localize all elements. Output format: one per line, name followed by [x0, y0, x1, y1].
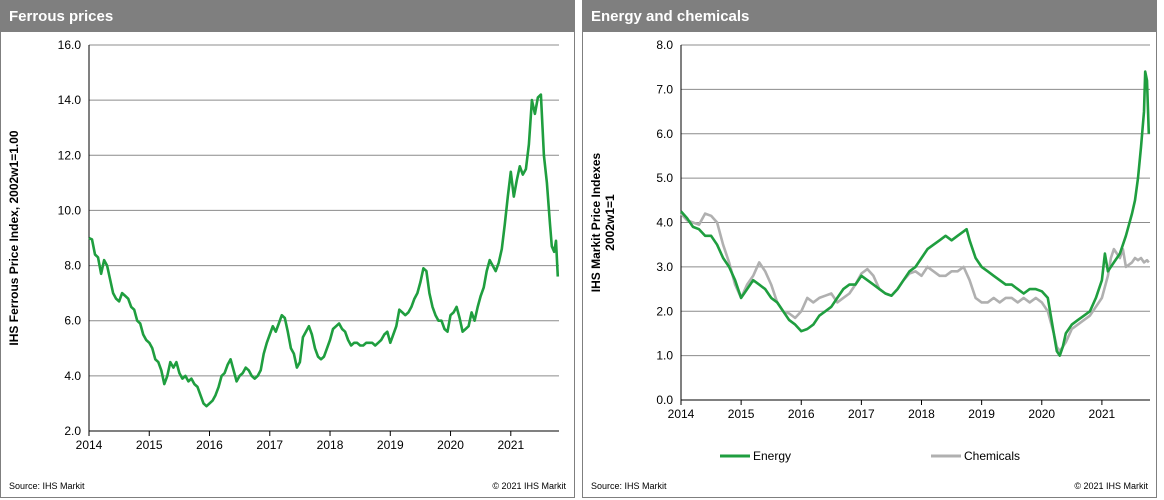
- ferrous-chart-title: Ferrous prices: [1, 1, 574, 32]
- y-axis-label: 2002w1=1: [603, 194, 617, 251]
- y-tick-label: 4.0: [656, 216, 673, 230]
- y-tick-label: 14.0: [58, 93, 82, 107]
- chemicals-series-line: [680, 212, 1150, 353]
- x-tick-label: 2015: [728, 407, 755, 421]
- x-tick-label: 2016: [788, 407, 815, 421]
- legend-label: Chemicals: [964, 449, 1020, 463]
- x-tick-label: 2014: [668, 407, 695, 421]
- copyright-label: © 2021 IHS Markit: [1074, 481, 1148, 491]
- y-tick-label: 12.0: [58, 148, 82, 162]
- y-tick-label: 8.0: [64, 259, 81, 273]
- x-tick-label: 2021: [497, 438, 524, 452]
- copyright-label: © 2021 IHS Markit: [492, 481, 566, 491]
- y-tick-label: 6.0: [64, 314, 81, 328]
- x-tick-label: 2020: [437, 438, 464, 452]
- x-tick-label: 2016: [196, 438, 223, 452]
- source-label: Source: IHS Markit: [9, 481, 85, 491]
- y-tick-label: 8.0: [656, 38, 673, 52]
- x-tick-label: 2021: [1089, 407, 1116, 421]
- y-tick-label: 2.0: [656, 304, 673, 318]
- energy-chemicals-chart-panel: Energy and chemicals 0.0 1.0 2.0 3.0 4.0 5.0 6…: [582, 0, 1157, 498]
- ferrous-chart: 2.0 4.0 6.0 8.0 10.0 12.0 14.0 16.0 2014 2015 2016…: [7, 38, 560, 452]
- y-tick-label: 0.0: [656, 393, 673, 407]
- y-tick-label: 5.0: [656, 171, 673, 185]
- energy-series-line: [680, 70, 1151, 357]
- y-tick-label: 6.0: [656, 127, 673, 141]
- ferrous-chart-panel: Ferrous prices 2.0 4.0 6.0 8.0 10.0 12.0 14.0 1…: [0, 0, 575, 498]
- y-tick-label: 4.0: [64, 369, 81, 383]
- source-label: Source: IHS Markit: [591, 481, 667, 491]
- y-axis-label: IHS Ferrous Price Index, 2002w1=1.00: [7, 130, 21, 345]
- ferrous-series-line: [88, 93, 560, 408]
- x-tick-label: 2017: [256, 438, 283, 452]
- y-tick-label: 1.0: [656, 349, 673, 363]
- x-tick-label: 2018: [908, 407, 935, 421]
- y-tick-label: 7.0: [656, 82, 673, 96]
- y-tick-label: 16.0: [58, 38, 82, 52]
- energy-chemicals-chart-title: Energy and chemicals: [583, 1, 1156, 32]
- x-tick-label: 2020: [1028, 407, 1055, 421]
- y-tick-label: 2.0: [64, 424, 81, 438]
- legend-label: Energy: [753, 449, 791, 463]
- energy-chemicals-chart: 0.0 1.0 2.0 3.0 4.0 5.0 6.0 7.0 8.0 2014 2015 2016 2…: [589, 38, 1151, 463]
- y-tick-label: 3.0: [656, 260, 673, 274]
- y-axis-label: IHS Markit Price Indexes: [589, 152, 603, 292]
- x-tick-label: 2019: [377, 438, 404, 452]
- x-tick-label: 2017: [848, 407, 875, 421]
- x-tick-label: 2015: [136, 438, 163, 452]
- y-tick-label: 10.0: [58, 203, 82, 217]
- x-tick-label: 2014: [76, 438, 103, 452]
- x-tick-label: 2018: [317, 438, 344, 452]
- x-tick-label: 2019: [968, 407, 995, 421]
